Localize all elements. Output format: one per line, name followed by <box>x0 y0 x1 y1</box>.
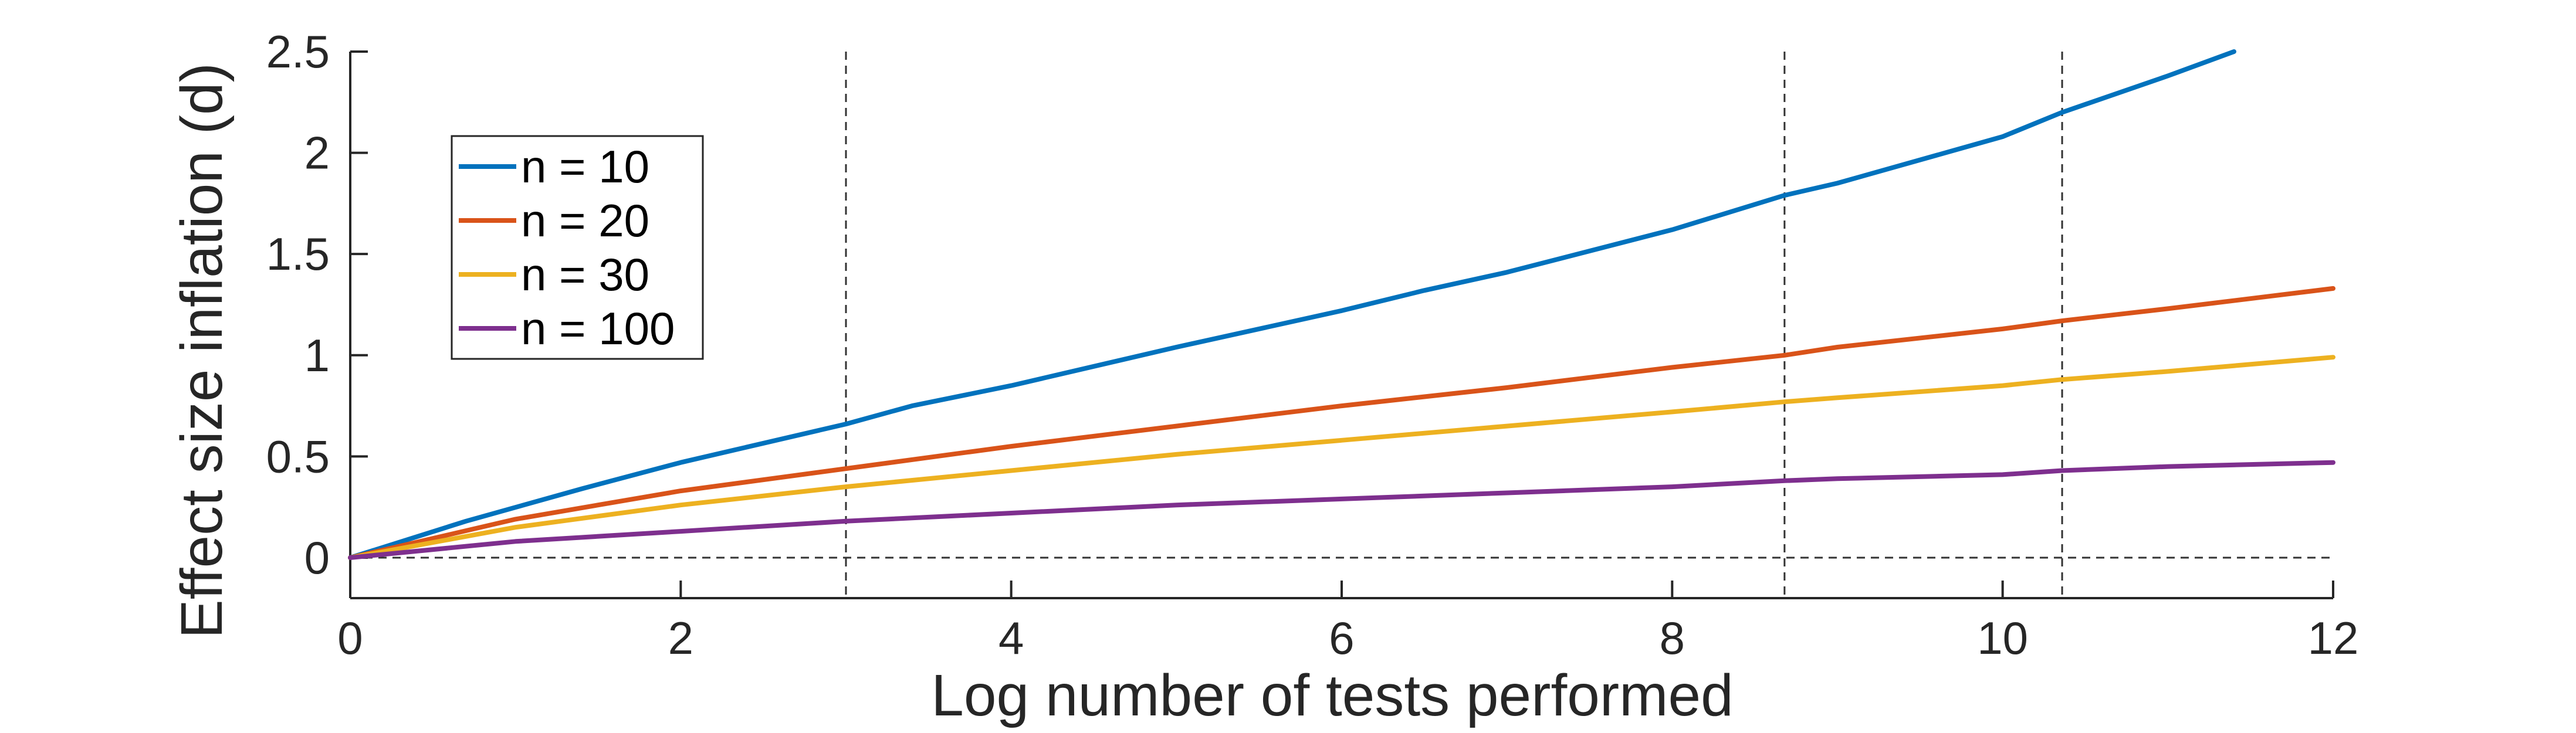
axes: 0 2 4 6 8 10 12 0 0.5 1 1.5 2 2.5 <box>266 26 2359 664</box>
y-tick-label: 2.5 <box>266 26 330 77</box>
x-tick-label: 0 <box>337 612 363 664</box>
x-tick-label: 10 <box>1977 612 2028 664</box>
series-layer <box>348 49 2335 560</box>
x-tick-label: 12 <box>2308 612 2359 664</box>
legend-label-3: n = 100 <box>521 303 675 354</box>
series-line-1 <box>348 286 2335 560</box>
y-tick-label: 1 <box>304 330 330 381</box>
legend-label-2: n = 30 <box>521 249 649 300</box>
legend-box <box>451 135 704 360</box>
y-tick-label: 2 <box>304 127 330 179</box>
series-line-0 <box>348 49 2236 560</box>
y-axis-label: Effect size inflation (d) <box>169 63 235 639</box>
x-tick-label: 2 <box>668 612 693 664</box>
y-tick-label: 0.5 <box>266 430 330 482</box>
legend-label-0: n = 10 <box>521 141 649 192</box>
series-line-3 <box>348 460 2335 560</box>
series-line-2 <box>348 355 2335 560</box>
x-tick-label: 8 <box>1660 612 1685 664</box>
x-tick-label: 4 <box>998 612 1024 664</box>
y-tick-label: 0 <box>304 532 330 583</box>
y-tick-label: 1.5 <box>266 228 330 280</box>
legend-label-1: n = 20 <box>521 195 649 246</box>
legend: n = 10n = 20n = 30n = 100 <box>451 135 704 360</box>
x-tick-label: 6 <box>1329 612 1354 664</box>
x-axis-label: Log number of tests performed <box>931 663 1733 728</box>
